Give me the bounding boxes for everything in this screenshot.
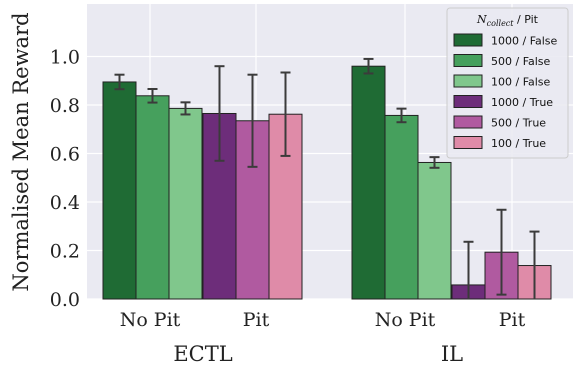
x-axis: No Pit Pit ECTL No Pit Pit IL [120,309,526,366]
legend-swatch [453,74,483,88]
legend-swatch [453,54,483,67]
bar-500-false [135,95,170,300]
legend-swatch [453,33,483,47]
x-group-label: IL [441,342,463,366]
x-group-label: ECTL [173,342,232,366]
y-axis: 0.0 0.2 0.4 0.6 0.8 1.0 [50,47,80,312]
legend-label: 1000 / True [491,96,553,109]
error-bars [114,57,540,299]
y-tick-label: 0.0 [50,289,80,311]
legend-swatch [453,95,483,108]
legend-swatch [453,115,483,129]
y-tick-label: 0.8 [50,95,80,117]
legend-title: Ncollect / Pit [476,13,539,28]
legend-label: 100 / True [491,137,546,150]
x-tick-label: No Pit [375,309,436,331]
x-tick-label: Pit [499,309,526,331]
legend: Ncollect / Pit 1000 / False 500 / False 100… [446,7,569,159]
bar-1000-false [102,81,137,300]
y-axis-title: Normalised Mean Reward [9,12,33,291]
y-tick-label: 0.2 [50,241,80,263]
legend-label: 1000 / False [491,35,558,48]
legend-label: 100 / False [491,76,551,89]
bars [102,65,552,300]
y-tick-label: 0.6 [50,144,80,166]
bar-100-false [417,161,452,300]
y-tick-label: 1.0 [50,47,80,69]
legend-label: 500 / True [491,117,546,130]
x-tick-label: No Pit [120,309,181,331]
bar-1000-false [351,65,386,300]
bar-500-false [384,114,419,300]
bar-100-false [168,107,203,300]
x-tick-label: Pit [243,309,270,331]
y-tick-label: 0.4 [50,192,80,214]
legend-label: 500 / False [491,55,551,68]
legend-swatch [453,136,483,149]
